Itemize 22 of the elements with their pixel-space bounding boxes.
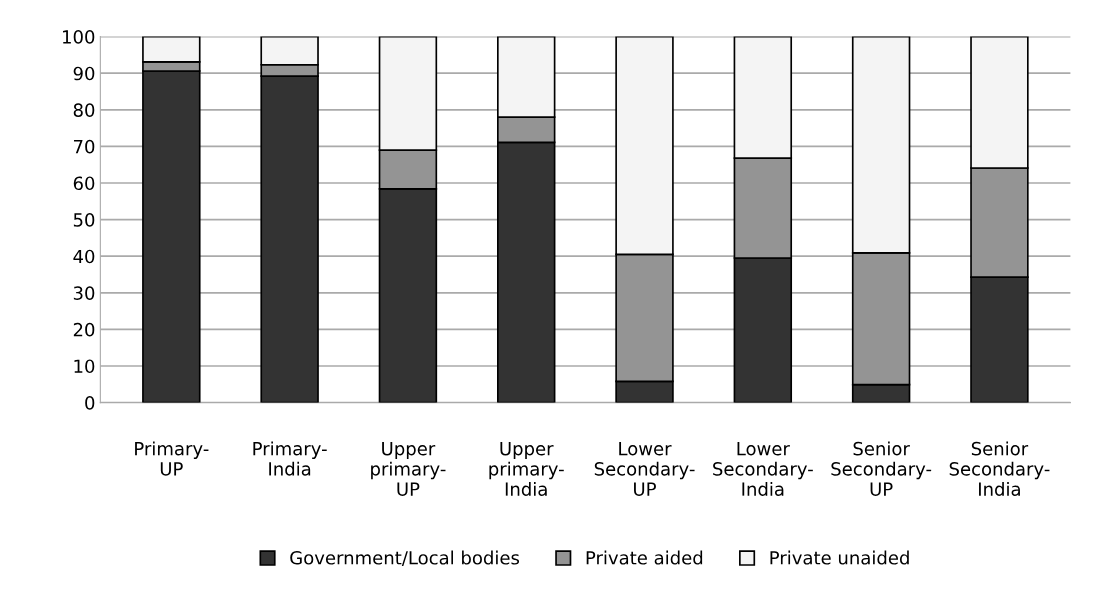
y-tick-label: 80 (73, 103, 95, 117)
y-tick-label: 100 (63, 30, 95, 44)
legend-label: Government/Local bodies (290, 550, 520, 567)
y-tick-label: 90 (73, 66, 95, 81)
y-tick-label: 40 (73, 249, 95, 264)
x-tick-label: Upper primary- UP (371, 442, 446, 496)
x-tick-label: Senior Secondary- India (949, 441, 1050, 496)
x-tick-label: Upper primary- India (489, 442, 564, 496)
x-tick-label: Primary- India (253, 441, 327, 476)
x-tick-label: Senior Secondary- UP (831, 441, 932, 496)
y-tick-label: 70 (73, 139, 95, 154)
x-tick-label: Lower Secondary- India (713, 442, 813, 496)
legend-label: Private unaided (770, 550, 909, 565)
y-tick-label: 0 (85, 396, 95, 410)
y-tick-label: 60 (73, 176, 95, 191)
legend-label: Private aided (586, 550, 703, 565)
x-tick-label: Primary- UP (135, 441, 209, 476)
y-tick-label: 50 (73, 213, 95, 227)
x-tick-label: Lower Secondary- UP (594, 442, 695, 496)
y-tick-label: 20 (73, 322, 95, 337)
y-tick-label: 10 (74, 359, 95, 374)
y-tick-label: 30 (73, 286, 95, 300)
